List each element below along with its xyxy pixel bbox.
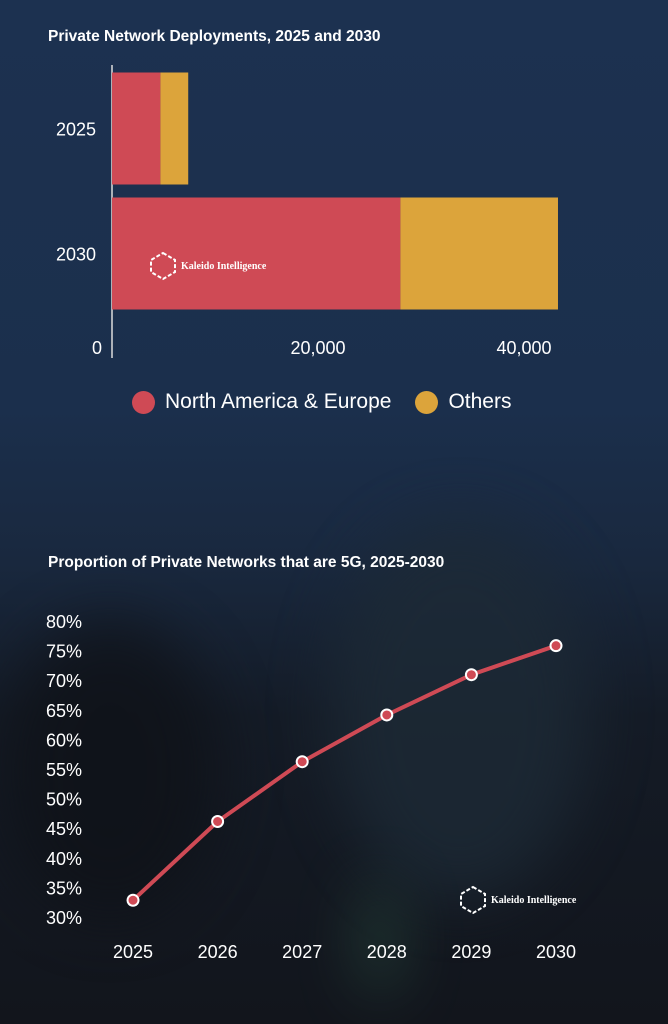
legend-swatch (415, 390, 439, 414)
y-tick-label: 80% (46, 612, 82, 632)
chart-title-deployments: Private Network Deployments, 2025 and 20… (48, 28, 381, 45)
logo-text: Kaleido Intelligence (491, 894, 577, 906)
y-tick-label: 50% (46, 790, 82, 810)
data-point-2030 (549, 639, 563, 653)
y-tick-label: 2025 (56, 120, 96, 140)
bar-2030-north-america-europe (112, 197, 401, 310)
y-tick-label: 75% (46, 642, 82, 662)
legend-item-north-america-europe: North America & Europe (132, 390, 391, 414)
data-point-2026 (211, 815, 225, 829)
y-tick-label: 65% (46, 701, 82, 721)
watermark-logo-bottom: Kaleido Intelligence (460, 885, 577, 915)
bar-chart: 2025 2030 0 20,000 40,000 (56, 65, 558, 358)
legend-label: North America & Europe (165, 390, 392, 413)
x-tick-label: 2029 (451, 942, 491, 962)
hexagon-logo-icon (460, 885, 486, 915)
data-point-2027 (295, 755, 309, 769)
bar-chart-legend: North America & Europe Others (132, 390, 511, 414)
y-tick-label: 40% (46, 849, 82, 869)
y-tick-label: 45% (46, 819, 82, 839)
x-tick-label: 2026 (198, 942, 238, 962)
data-point-2025 (126, 893, 140, 907)
data-point-2028 (380, 708, 394, 722)
bar-2030-others (400, 197, 558, 310)
bar-2025-north-america-europe (112, 72, 161, 185)
x-tick-label: 2028 (367, 942, 407, 962)
legend-label: Others (448, 390, 512, 413)
data-point-2029 (464, 668, 478, 682)
bar-2025-others (160, 72, 189, 185)
series-line (131, 643, 557, 902)
logo-text: Kaleido Intelligence (181, 260, 267, 272)
line-chart: 30% 35% 40% 45% 50% 55% 60% 65% 70% 75% 80% 2025 202… (46, 612, 576, 962)
x-tick-label: 2025 (113, 942, 153, 962)
y-tick-label: 35% (46, 878, 82, 898)
y-tick-label: 2030 (56, 245, 96, 265)
legend-item-others: Others (415, 390, 511, 414)
y-tick-label: 70% (46, 671, 82, 691)
x-tick-label: 2027 (282, 942, 322, 962)
watermark-logo-top: Kaleido Intelligence (150, 251, 267, 281)
x-tick-label: 20,000 (290, 338, 345, 358)
y-tick-label: 60% (46, 730, 82, 750)
hexagon-logo-icon (150, 251, 176, 281)
x-tick-label: 0 (92, 338, 102, 358)
legend-swatch (132, 390, 155, 414)
y-tick-label: 55% (46, 760, 82, 780)
y-tick-label: 30% (46, 908, 82, 928)
x-tick-label: 40,000 (496, 338, 551, 358)
x-tick-label: 2030 (536, 942, 576, 962)
chart-title-5g-proportion: Proportion of Private Networks that are … (48, 554, 445, 571)
